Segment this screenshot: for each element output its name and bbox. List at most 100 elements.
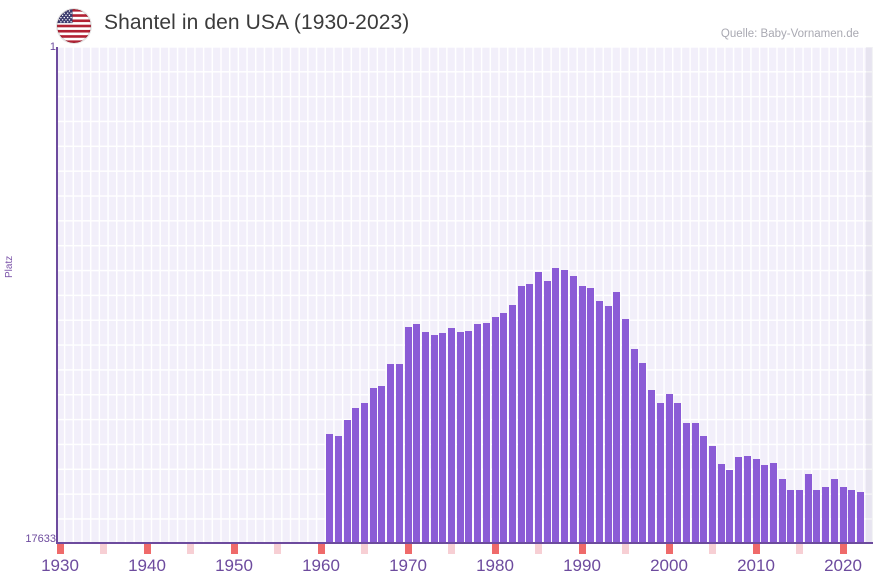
- x-axis-tick-minor: [535, 544, 542, 554]
- x-axis-tick-major: [665, 544, 673, 554]
- bar[interactable]: [752, 459, 760, 544]
- y-axis-label-bottom: 17633: [25, 533, 56, 545]
- bar[interactable]: [439, 333, 447, 544]
- bar[interactable]: [639, 363, 647, 544]
- bar[interactable]: [326, 434, 334, 544]
- bar[interactable]: [839, 487, 847, 544]
- x-axis-label: 1990: [563, 556, 601, 575]
- bar[interactable]: [700, 436, 708, 544]
- bar[interactable]: [822, 487, 830, 544]
- bar[interactable]: [769, 463, 777, 544]
- bar[interactable]: [761, 465, 769, 544]
- x-axis-ticks: [56, 544, 873, 554]
- x-axis-tick-minor: [448, 544, 455, 554]
- x-axis-tick-minor: [100, 544, 107, 554]
- x-axis-line: [56, 542, 873, 544]
- future-region-shade: [865, 47, 873, 544]
- x-axis-tick-major: [230, 544, 238, 554]
- x-axis-tick-minor: [274, 544, 281, 554]
- bar[interactable]: [709, 446, 716, 544]
- source-attribution: Quelle: Baby-Vornamen.de: [720, 28, 859, 40]
- bar[interactable]: [665, 394, 673, 544]
- bar[interactable]: [404, 327, 412, 544]
- bar[interactable]: [604, 306, 612, 544]
- bar[interactable]: [743, 456, 751, 544]
- bar[interactable]: [482, 323, 490, 544]
- bar[interactable]: [682, 423, 690, 544]
- y-axis-label-top: 1: [49, 41, 56, 53]
- bar[interactable]: [456, 332, 464, 544]
- x-axis-label: 1980: [476, 556, 514, 575]
- bar[interactable]: [848, 490, 856, 544]
- plot-area: [56, 47, 873, 544]
- x-axis-tick-minor: [622, 544, 629, 554]
- bar[interactable]: [517, 286, 525, 544]
- bar[interactable]: [369, 388, 377, 544]
- bar[interactable]: [526, 284, 534, 544]
- bar[interactable]: [491, 317, 499, 544]
- bar[interactable]: [630, 349, 638, 544]
- bar[interactable]: [856, 492, 864, 544]
- bar[interactable]: [334, 436, 342, 544]
- x-axis-tick-major: [317, 544, 325, 554]
- chart-header: Shantel in den USA (1930-2023) Quelle: B…: [0, 0, 873, 47]
- bar[interactable]: [622, 319, 629, 544]
- x-axis-label: 1960: [302, 556, 340, 575]
- bar[interactable]: [343, 420, 351, 544]
- bar[interactable]: [395, 364, 403, 544]
- bar[interactable]: [543, 281, 551, 544]
- bar[interactable]: [735, 457, 743, 544]
- x-axis-labels: 1930 1940 1950 1960 1970 1980 1990 2000 2010 2020: [0, 556, 873, 584]
- bar[interactable]: [787, 490, 795, 544]
- bar[interactable]: [648, 390, 656, 544]
- bar[interactable]: [421, 332, 429, 544]
- bar[interactable]: [430, 335, 438, 544]
- x-axis-label: 2010: [737, 556, 775, 575]
- bar[interactable]: [378, 386, 386, 544]
- bar[interactable]: [613, 292, 621, 544]
- bar[interactable]: [813, 490, 821, 544]
- bar[interactable]: [587, 288, 595, 544]
- bar[interactable]: [552, 268, 560, 544]
- x-axis-label: 1940: [128, 556, 166, 575]
- bar[interactable]: [656, 403, 664, 544]
- bar[interactable]: [387, 364, 395, 544]
- bar[interactable]: [804, 474, 812, 544]
- bar[interactable]: [569, 276, 577, 544]
- bar[interactable]: [796, 490, 803, 544]
- x-axis-tick-minor: [361, 544, 368, 554]
- x-axis-tick-major: [839, 544, 847, 554]
- x-axis-tick-major: [578, 544, 586, 554]
- x-axis-tick-major: [404, 544, 412, 554]
- bar[interactable]: [778, 479, 786, 544]
- bar[interactable]: [561, 270, 569, 544]
- bar[interactable]: [535, 272, 542, 544]
- bar[interactable]: [508, 305, 516, 544]
- x-axis-tick-minor: [187, 544, 194, 554]
- x-axis-tick-minor: [709, 544, 716, 554]
- x-axis-tick-major: [752, 544, 760, 554]
- bar[interactable]: [674, 403, 682, 544]
- x-axis-label: 1930: [41, 556, 79, 575]
- bar[interactable]: [448, 328, 455, 544]
- x-axis-tick-minor: [796, 544, 803, 554]
- bar-series: [56, 47, 873, 544]
- y-axis-title: Platz: [4, 255, 15, 278]
- bar[interactable]: [578, 286, 586, 544]
- bar[interactable]: [474, 324, 482, 544]
- bar[interactable]: [361, 403, 368, 544]
- bar[interactable]: [691, 423, 699, 544]
- bar[interactable]: [717, 464, 725, 544]
- x-axis-label: 2020: [824, 556, 862, 575]
- bar[interactable]: [595, 301, 603, 544]
- x-axis-tick-major: [491, 544, 499, 554]
- bar[interactable]: [500, 313, 508, 544]
- x-axis-label: 1970: [389, 556, 427, 575]
- bar[interactable]: [465, 331, 473, 544]
- bar[interactable]: [352, 408, 360, 544]
- bar[interactable]: [413, 324, 421, 544]
- bar[interactable]: [726, 470, 734, 544]
- x-axis-tick-major: [56, 544, 64, 554]
- x-axis-label: 2000: [650, 556, 688, 575]
- bar[interactable]: [830, 479, 838, 544]
